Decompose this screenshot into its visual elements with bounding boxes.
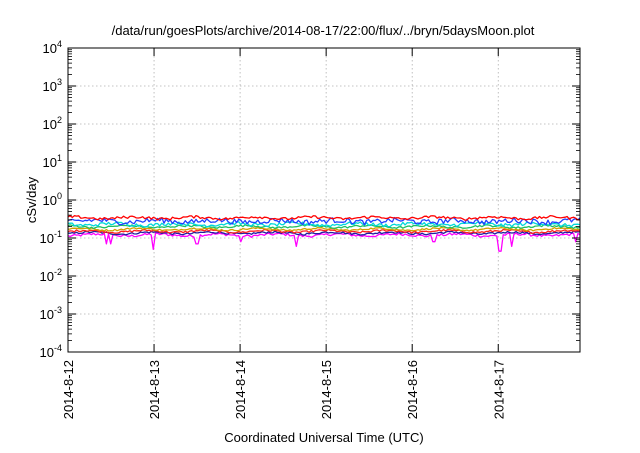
y-tick-label: 10-4 (40, 343, 62, 360)
y-tick-label: 102 (43, 115, 62, 132)
x-tick-label: 2014-8-16 (405, 360, 420, 419)
grid-lines (68, 48, 580, 352)
x-axis: 2014-8-12 2014-8-13 2014-8-14 2014-8-15 2014… (61, 48, 506, 419)
x-tick-label: 2014-8-14 (233, 360, 248, 419)
x-tick-label: 2014-8-13 (147, 360, 162, 419)
y-tick-label: 10-2 (40, 267, 62, 284)
y-axis-label: cSv/day (24, 176, 39, 223)
series-line (67, 221, 581, 228)
y-tick-label: 103 (43, 77, 62, 94)
series-line (67, 214, 581, 221)
y-axis: 10-4 10-3 10-2 10-1 100 101 102 103 104 (40, 39, 580, 360)
series-line (67, 232, 581, 252)
x-tick-label: 2014-8-17 (491, 360, 506, 419)
y-tick-label: 100 (43, 191, 62, 208)
x-tick-label: 2014-8-15 (319, 360, 334, 419)
series-line (68, 230, 581, 236)
y-tick-label: 104 (43, 39, 62, 56)
chart-title: /data/run/goesPlots/archive/2014-08-17/2… (112, 23, 535, 38)
y-tick-label: 101 (43, 153, 62, 170)
y-tick-label: 10-1 (40, 229, 62, 246)
x-tick-label: 2014-8-12 (61, 360, 76, 419)
y-tick-label: 10-3 (40, 305, 62, 322)
series-layer (67, 214, 581, 252)
series-line (67, 216, 581, 226)
x-axis-label: Coordinated Universal Time (UTC) (224, 430, 423, 445)
series-line (67, 226, 581, 232)
